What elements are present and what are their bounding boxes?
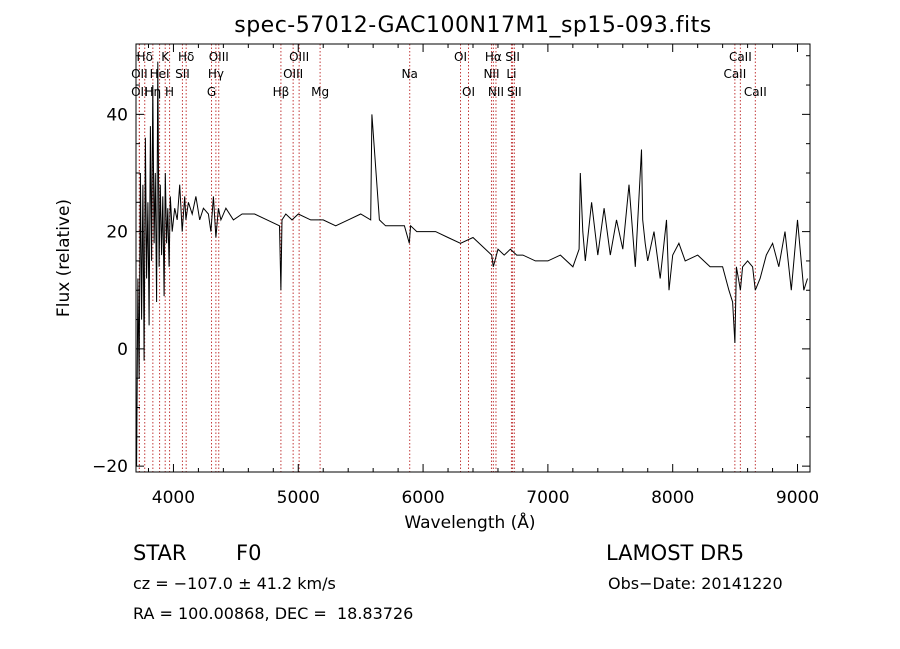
spectral-line-label: NII xyxy=(483,67,499,81)
redshift-text: cz = −107.0 ± 41.2 km/s xyxy=(133,574,336,593)
y-tick-label: −20 xyxy=(92,457,128,477)
spectral-line-label: Hγ xyxy=(208,67,224,81)
spectral-line-label: SII xyxy=(507,85,522,99)
spectral-line-label: OII xyxy=(131,67,148,81)
x-tick-label: 9000 xyxy=(776,488,819,508)
spectral-line-label: Hβ xyxy=(273,85,290,99)
x-axis-label: Wavelength (Å) xyxy=(404,511,535,533)
spectral-line-label: OII xyxy=(131,85,148,99)
spectral-line-label: Li xyxy=(506,67,516,81)
spectral-line-label: CaII xyxy=(729,50,752,64)
x-tick-label: 8000 xyxy=(651,488,694,508)
y-tick-label: 20 xyxy=(106,223,128,243)
spectral-line-label: Hα xyxy=(485,50,502,64)
object-class: STAR xyxy=(133,541,187,565)
spectral-line-label: CaII xyxy=(723,67,746,81)
spectral-line-label: G xyxy=(207,85,216,99)
plot-frame xyxy=(135,43,811,473)
spectral-line-label: H xyxy=(165,85,174,99)
survey-label: LAMOST DR5 xyxy=(606,541,745,565)
spectral-line-label: OIII xyxy=(209,50,229,64)
y-axis: −20 0 20 40 xyxy=(92,55,810,477)
spectral-line-label: OI xyxy=(454,50,467,64)
spectral-line-markers xyxy=(138,44,756,472)
spectral-line-label: K xyxy=(161,50,170,64)
spectral-line-label: Mg xyxy=(311,85,329,99)
object-subclass: F0 xyxy=(236,541,262,565)
spectral-line-label: SII xyxy=(505,50,520,64)
x-tick-label: 5000 xyxy=(277,488,320,508)
x-tick-label: 7000 xyxy=(526,488,569,508)
spectral-line-label: Hδ xyxy=(137,50,153,64)
chart-title: spec-57012-GAC100N17M1_sp15-093.fits xyxy=(234,13,712,38)
y-tick-label: 40 xyxy=(106,105,128,125)
x-axis: 4000 5000 6000 7000 8000 9000 xyxy=(147,44,819,508)
obs-date-text: Obs−Date: 20141220 xyxy=(608,574,783,593)
spectral-line-label: NII xyxy=(488,85,504,99)
coordinates-text: RA = 100.00868, DEC = 18.83726 xyxy=(133,604,414,623)
spectral-line-label: OI xyxy=(462,85,475,99)
x-tick-label: 4000 xyxy=(152,488,195,508)
y-axis-label: Flux (relative) xyxy=(54,199,74,317)
spectral-line-label: OIII xyxy=(283,67,303,81)
y-tick-label: 0 xyxy=(117,340,128,360)
spectral-line-label: Na xyxy=(402,67,418,81)
x-tick-label: 6000 xyxy=(401,488,444,508)
spectral-line-label: SII xyxy=(175,67,190,81)
spectral-line-label: CaII xyxy=(744,85,767,99)
spectral-line-label: OIII xyxy=(289,50,309,64)
spectral-line-label: HeI xyxy=(150,67,170,81)
spectral-line-label: Hδ xyxy=(178,50,194,64)
spectrum-line xyxy=(136,61,808,467)
